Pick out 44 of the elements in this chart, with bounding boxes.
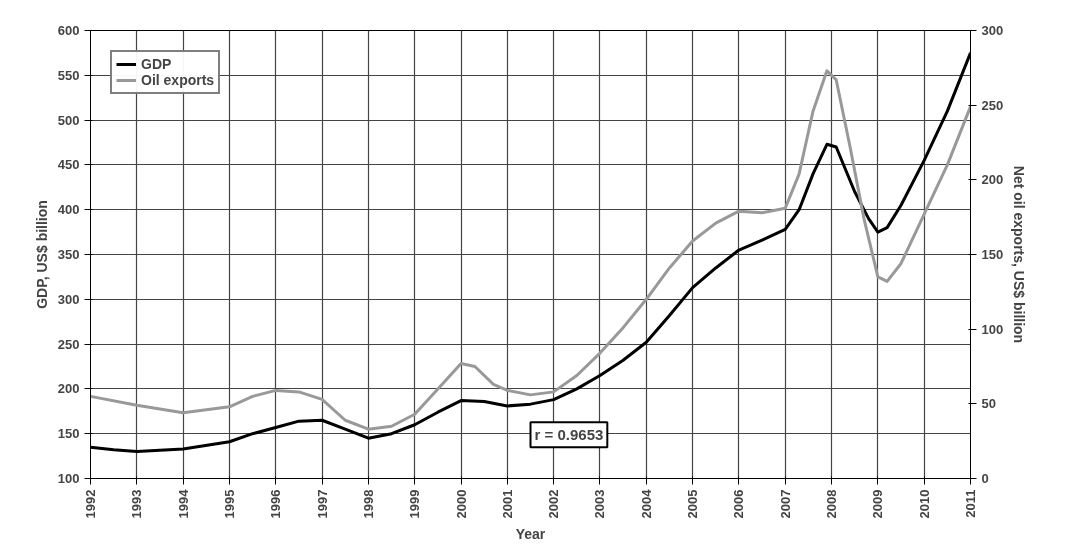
x-tick-label: 2008 bbox=[824, 489, 840, 519]
x-tick-label: 2000 bbox=[453, 489, 469, 519]
y-tick-label: 250 bbox=[57, 336, 80, 352]
x-tick-label: 1996 bbox=[268, 489, 284, 519]
y-tick-label: 600 bbox=[57, 23, 80, 38]
x-tick-label: 1997 bbox=[314, 489, 330, 519]
x-tick-label: 2010 bbox=[916, 489, 932, 519]
x-tick-label: 2001 bbox=[499, 489, 515, 519]
y-tick-label: 200 bbox=[57, 381, 80, 397]
x-tick-label: 1999 bbox=[407, 489, 423, 519]
x-tick-label: 2004 bbox=[638, 488, 654, 519]
x-tick-label: 1993 bbox=[129, 489, 145, 519]
y-tick-label: 300 bbox=[57, 291, 80, 307]
annotation: r = 0.9653 bbox=[534, 426, 604, 444]
y2-tick-label: 300 bbox=[981, 23, 1004, 38]
x-tick-label: 2003 bbox=[592, 489, 608, 519]
x-tick-label: 1994 bbox=[175, 488, 191, 519]
y-tick-label: 500 bbox=[57, 112, 80, 128]
y2-tick-label: 100 bbox=[981, 321, 1004, 337]
x-tick-label: 2007 bbox=[777, 489, 793, 519]
y-tick-label: 100 bbox=[57, 471, 80, 486]
x-tick-label: 2002 bbox=[546, 489, 562, 519]
y2-tick-label: 150 bbox=[981, 247, 1004, 262]
y2-tick-label: 200 bbox=[981, 172, 1004, 188]
y2-tick-label: 0 bbox=[981, 471, 989, 486]
x-tick-label: 1995 bbox=[221, 489, 237, 519]
y2-tick-label: 50 bbox=[981, 396, 996, 412]
x-axis-title: Year bbox=[515, 526, 546, 543]
y2-tick-label: 250 bbox=[981, 97, 1004, 113]
y-tick-label: 350 bbox=[57, 247, 80, 262]
legend-label: GDP bbox=[141, 56, 172, 72]
y-tick-label: 400 bbox=[57, 202, 80, 218]
y-tick-label: 550 bbox=[57, 67, 80, 83]
y-tick-label: 150 bbox=[57, 426, 80, 442]
y-axis-title: GDP, US$ billion bbox=[33, 200, 50, 309]
legend-label: Oil exports bbox=[141, 72, 215, 88]
x-tick-label: 2011 bbox=[963, 489, 978, 518]
x-tick-label: 1992 bbox=[83, 489, 98, 519]
y-tick-label: 450 bbox=[57, 157, 80, 173]
x-tick-label: 2009 bbox=[870, 489, 886, 519]
x-tick-label: 2006 bbox=[731, 489, 747, 519]
y2-axis-title: Net oil exports, US$ billion bbox=[1011, 165, 1028, 344]
x-tick-label: 2005 bbox=[685, 489, 701, 519]
x-tick-label: 1998 bbox=[360, 489, 376, 519]
